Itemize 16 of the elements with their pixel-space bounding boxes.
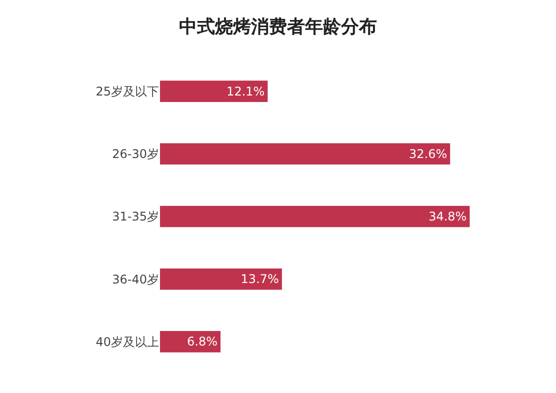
y-tick-label: 26-30岁 <box>112 147 159 162</box>
bar <box>160 80 268 102</box>
y-tick-label: 31-35岁 <box>112 210 159 224</box>
y-tick-label: 40岁及以上 <box>96 334 159 349</box>
data-label: 12.1% <box>226 84 265 98</box>
bar <box>160 331 221 352</box>
chart-title: 中式烧烤消费者年龄分布 <box>179 16 377 38</box>
data-label: 13.7% <box>240 272 279 286</box>
y-tick-label: 36-40岁 <box>112 272 159 286</box>
y-tick-label: 25岁及以下 <box>96 84 159 98</box>
bar <box>160 206 470 228</box>
data-label: 32.6% <box>408 146 448 161</box>
bar <box>160 143 450 165</box>
bar <box>160 268 282 290</box>
data-label: 6.8% <box>187 334 218 349</box>
data-label: 34.8% <box>428 210 467 224</box>
